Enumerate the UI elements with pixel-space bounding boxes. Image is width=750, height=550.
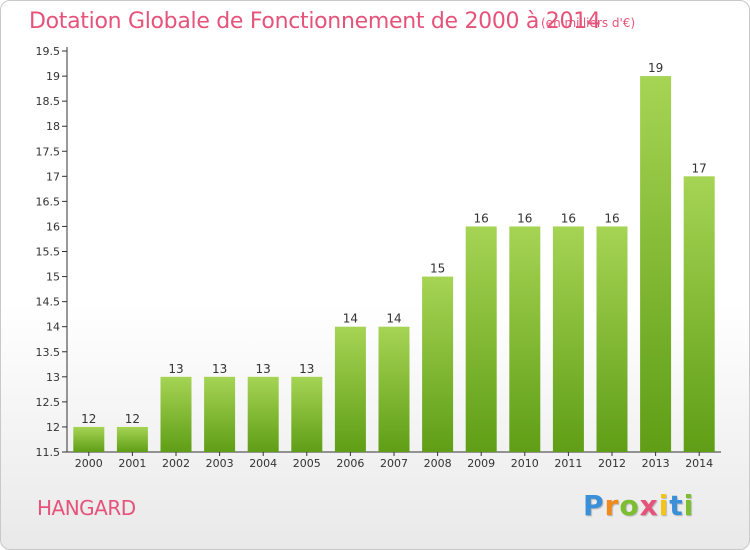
y-tick-label: 19.5	[36, 45, 61, 58]
y-tick-label: 16.5	[36, 195, 61, 208]
x-tick-label: 2000	[75, 457, 103, 470]
bar-2008	[422, 276, 454, 452]
x-tick-label: 2008	[424, 457, 452, 470]
bar-value-label: 13	[168, 362, 183, 376]
bars	[73, 76, 715, 452]
bar-value-label: 12	[81, 412, 96, 426]
bar-2000	[73, 426, 105, 452]
bar-value-label: 14	[343, 312, 358, 326]
bar-2006	[334, 326, 366, 452]
y-tick-label: 18.5	[36, 95, 61, 108]
logo-letter: i	[658, 489, 670, 522]
logo-letter: t	[669, 489, 684, 522]
bar-value-label: 14	[386, 312, 401, 326]
bar-value-label: 15	[430, 262, 445, 276]
y-axis: 11.5 12 12.5 13 13.5 14 14.5 15 15.5 16 16.5 17 17.5…	[36, 45, 68, 459]
y-tick-label: 18	[46, 120, 60, 133]
bar-2004	[247, 376, 279, 452]
bar-2002	[160, 376, 192, 452]
bar-2007	[378, 326, 410, 452]
bar-value-label: 12	[125, 412, 140, 426]
x-tick-label: 2013	[642, 457, 670, 470]
bar-value-label: 13	[299, 362, 314, 376]
x-tick-label: 2014	[685, 457, 713, 470]
y-tick-label: 12.5	[36, 396, 61, 409]
bar-2012	[596, 226, 628, 452]
bar-2001	[116, 426, 148, 452]
bar-value-label: 16	[517, 211, 532, 225]
bar-value-label: 16	[604, 211, 619, 225]
x-tick-label: 2011	[554, 457, 582, 470]
bar-value-label: 16	[474, 211, 489, 225]
chart-title: Dotation Globale de Fonctionnement de 20…	[29, 9, 601, 34]
proxiti-logo[interactable]: Proxiti	[583, 489, 694, 522]
bar-value-label: 17	[692, 161, 707, 175]
y-tick-label: 17.5	[36, 145, 61, 158]
x-tick-label: 2005	[293, 457, 321, 470]
bar-2014	[683, 176, 715, 452]
y-tick-label: 15.5	[36, 246, 61, 259]
x-tick-label: 2003	[206, 457, 234, 470]
y-tick-label: 11.5	[36, 446, 61, 459]
y-tick-label: 13.5	[36, 346, 61, 359]
bar-value-labels: 12 12 13 13 13 13 14 14 15 16 16 16 16 19 17	[81, 61, 707, 426]
chart-subtitle: (en milliers d'€)	[541, 16, 636, 30]
x-tick-label: 2012	[598, 457, 626, 470]
x-axis: 2000 2001 2002 2003 2004 2005 2006 2007 2008 2009…	[67, 451, 721, 470]
y-tick-label: 13	[46, 371, 60, 384]
x-tick-label: 2004	[249, 457, 277, 470]
bar-value-label: 16	[561, 211, 576, 225]
logo-letter: r	[604, 489, 620, 522]
y-tick-label: 12	[46, 421, 60, 434]
x-tick-label: 2001	[118, 457, 146, 470]
bar-value-label: 19	[648, 61, 663, 75]
bar-2003	[204, 376, 236, 452]
bar-2011	[552, 226, 584, 452]
y-tick-label: 14	[46, 321, 60, 334]
x-tick-label: 2010	[511, 457, 539, 470]
logo-letter: P	[583, 489, 605, 522]
y-tick-label: 17	[46, 170, 60, 183]
x-tick-label: 2007	[380, 457, 408, 470]
bar-value-label: 13	[212, 362, 227, 376]
y-tick-label: 16	[46, 220, 60, 233]
bar-2010	[509, 226, 541, 452]
y-tick-label: 15	[46, 271, 60, 284]
bar-value-label: 13	[256, 362, 271, 376]
x-tick-label: 2009	[467, 457, 495, 470]
y-tick-label: 19	[46, 70, 60, 83]
logo-letter: o	[619, 489, 640, 522]
commune-name: HANGARD	[37, 496, 136, 520]
logo-letter: x	[639, 489, 659, 522]
bar-2009	[465, 226, 497, 452]
x-tick-label: 2002	[162, 457, 190, 470]
y-tick-label: 14.5	[36, 296, 61, 309]
bar-2005	[291, 376, 323, 452]
bar-2013	[640, 76, 672, 452]
x-tick-label: 2006	[336, 457, 364, 470]
logo-letter: i	[683, 489, 695, 522]
